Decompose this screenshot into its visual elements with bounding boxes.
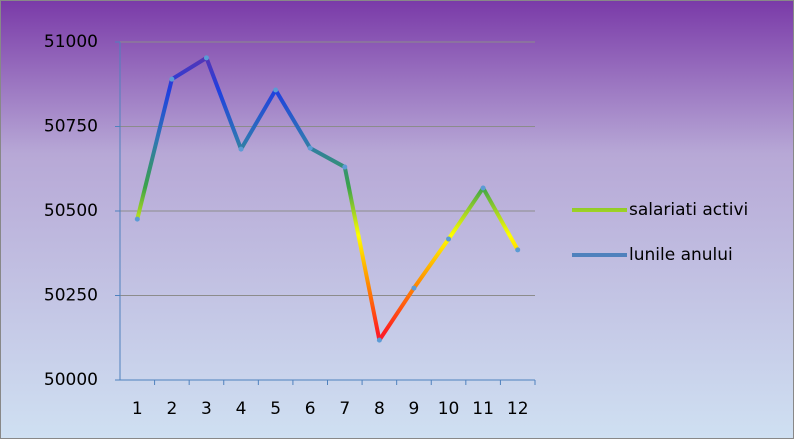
- data-point: [307, 145, 313, 151]
- data-point: [134, 216, 140, 222]
- x-tick-label: 11: [472, 399, 494, 419]
- x-tick-label: 2: [166, 399, 177, 419]
- y-tick-label: 50000: [44, 370, 98, 390]
- data-point: [238, 146, 244, 152]
- x-tick-label: 4: [236, 399, 247, 419]
- y-tick-label: 51000: [44, 32, 98, 52]
- x-tick-label: 8: [374, 399, 385, 419]
- data-point: [446, 236, 452, 242]
- x-tick-label: 1: [132, 399, 143, 419]
- y-tick-label: 50500: [44, 201, 98, 221]
- data-point: [169, 76, 175, 82]
- data-point: [515, 247, 521, 253]
- legend-label: salariati activi: [629, 200, 748, 220]
- data-point: [203, 55, 209, 61]
- x-tick-label: 12: [507, 399, 529, 419]
- x-tick-label: 9: [409, 399, 420, 419]
- data-point: [376, 337, 382, 343]
- data-point: [342, 164, 348, 170]
- data-line: [135, 55, 520, 343]
- x-tick-label: 5: [270, 399, 281, 419]
- x-tick-label: 3: [201, 399, 212, 419]
- y-tick-label: 50250: [44, 286, 98, 306]
- y-tick-label: 50750: [44, 117, 98, 137]
- data-point: [480, 185, 486, 191]
- legend-label: lunile anului: [629, 245, 733, 265]
- data-point: [411, 285, 417, 291]
- x-tick-label: 6: [305, 399, 316, 419]
- x-tick-label: 10: [438, 399, 460, 419]
- x-tick-label: 7: [339, 399, 350, 419]
- data-point: [273, 87, 279, 93]
